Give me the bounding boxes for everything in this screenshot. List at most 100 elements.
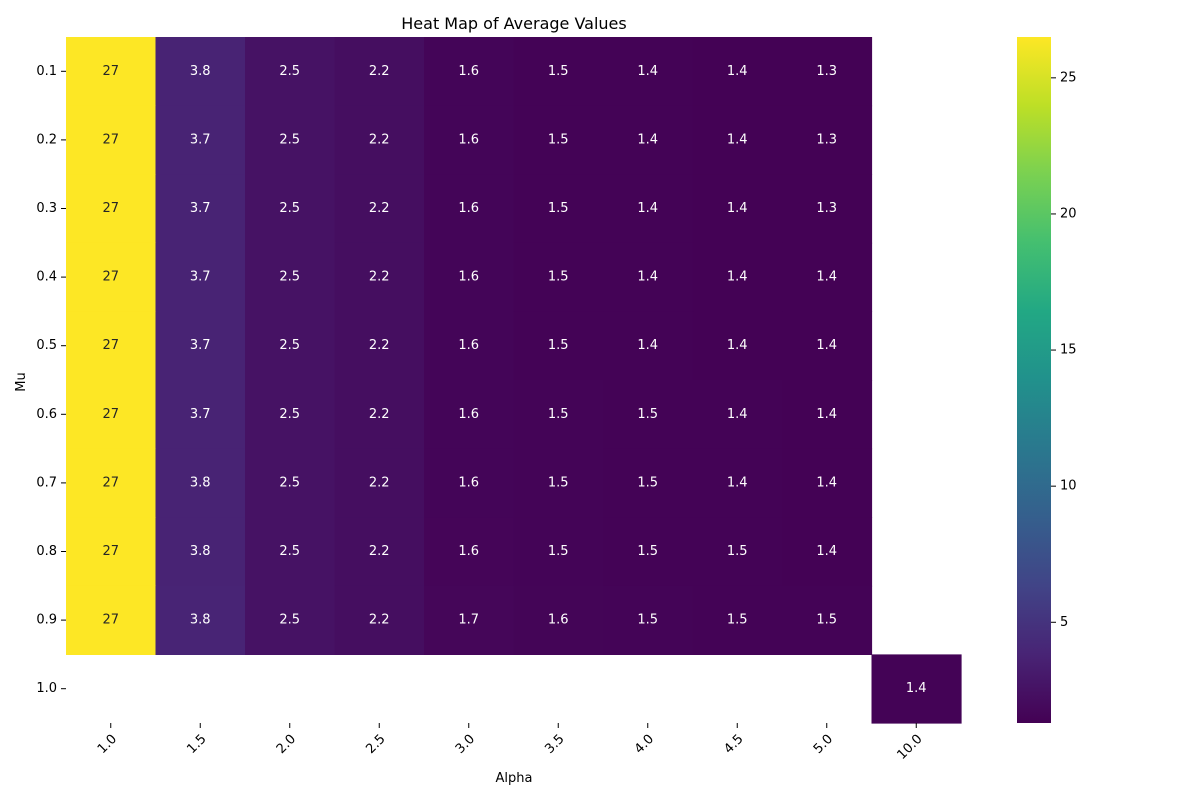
heatmap-cell <box>782 585 873 655</box>
heatmap-cell <box>692 517 783 587</box>
heatmap-cell <box>334 242 425 312</box>
y-axis-label: Mu <box>14 372 29 391</box>
colorbar-tick-label: 10 <box>1060 479 1077 494</box>
cell-value-label: 1.5 <box>548 201 569 216</box>
cell-value-label: 1.5 <box>548 64 569 79</box>
cell-value-label: 1.4 <box>637 201 658 216</box>
cell-value-label: 1.5 <box>548 270 569 285</box>
cell-value-label: 1.6 <box>458 475 479 490</box>
heatmap-cell <box>155 448 246 518</box>
heatmap-cell <box>245 311 336 381</box>
heatmap-cell <box>155 174 246 244</box>
x-axis-label: Alpha <box>496 771 533 786</box>
heatmap-cell <box>245 448 336 518</box>
cell-value-label: 1.5 <box>637 475 658 490</box>
cell-value-label: 2.2 <box>369 407 390 422</box>
heatmap-cell <box>692 380 783 450</box>
heatmap-cell <box>513 311 604 381</box>
cell-value-label: 3.7 <box>190 270 211 285</box>
heatmap-cell <box>871 654 962 724</box>
x-tick-label: 1.5 <box>184 732 209 757</box>
heatmap-cell <box>66 37 157 107</box>
cell-value-label: 2.5 <box>279 613 300 628</box>
x-tick-label: 2.5 <box>363 732 388 757</box>
heatmap-cell <box>603 585 694 655</box>
colorbar-ticks: 5 10 15 20 25 <box>1051 70 1077 630</box>
heatmap-cell <box>334 448 425 518</box>
heatmap-cell <box>603 448 694 518</box>
heatmap-cell <box>155 380 246 450</box>
heatmap-cell <box>424 242 515 312</box>
x-tick-label: 2.0 <box>274 732 299 757</box>
colorbar-tick-label: 15 <box>1060 343 1077 358</box>
cell-value-label: 1.3 <box>816 64 837 79</box>
y-tick-label: 0.9 <box>36 613 57 628</box>
heatmap-cell <box>245 585 336 655</box>
cell-value-label: 1.4 <box>637 132 658 147</box>
heatmap-cell <box>424 585 515 655</box>
heatmap-cell <box>66 517 157 587</box>
cell-value-label: 1.6 <box>458 270 479 285</box>
cell-value-label: 1.5 <box>637 613 658 628</box>
cell-value-label: 1.3 <box>816 132 837 147</box>
cell-value-label: 2.5 <box>279 475 300 490</box>
heatmap-cell <box>334 174 425 244</box>
y-tick-label: 0.8 <box>36 544 57 559</box>
cell-value-label: 2.2 <box>369 201 390 216</box>
heatmap-cell <box>782 311 873 381</box>
cell-value-label: 2.2 <box>369 613 390 628</box>
colorbar-gradient <box>1017 37 1051 723</box>
cell-value-label: 1.5 <box>548 544 569 559</box>
cell-value-label: 27 <box>102 475 119 490</box>
heatmap-cell <box>334 37 425 107</box>
cell-value-label: 27 <box>102 270 119 285</box>
cell-value-label: 1.4 <box>637 338 658 353</box>
cell-value-label: 1.5 <box>548 338 569 353</box>
heatmap-cell <box>782 105 873 175</box>
cell-value-label: 2.2 <box>369 475 390 490</box>
heatmap-cell <box>692 585 783 655</box>
cell-value-label: 1.4 <box>727 201 748 216</box>
heatmap-cell <box>155 517 246 587</box>
cell-value-label: 1.5 <box>727 544 748 559</box>
heatmap-cell <box>334 380 425 450</box>
x-tick-label: 10.0 <box>894 732 925 763</box>
heatmap-cell <box>603 380 694 450</box>
heatmap-cell <box>782 37 873 107</box>
cell-value-label: 1.4 <box>727 338 748 353</box>
heatmap-cells: 27 3.8 2.5 2.2 1.6 1.5 1.4 1.4 1.3 27 3.7 2.5 2.2 1.6… <box>66 37 962 724</box>
heatmap-cell <box>603 517 694 587</box>
cell-value-label: 1.4 <box>727 270 748 285</box>
heatmap-cell <box>66 448 157 518</box>
cell-value-label: 27 <box>102 132 119 147</box>
cell-value-label: 1.4 <box>816 544 837 559</box>
heatmap-cell <box>66 105 157 175</box>
heatmap-cell <box>782 174 873 244</box>
heatmap-cell <box>782 380 873 450</box>
x-tick-label: 4.0 <box>632 732 657 757</box>
cell-value-label: 27 <box>102 544 119 559</box>
cell-value-label: 2.5 <box>279 544 300 559</box>
heatmap-cell <box>782 242 873 312</box>
cell-value-label: 2.5 <box>279 407 300 422</box>
colorbar-tick-label: 5 <box>1060 615 1068 630</box>
heatmap-cell <box>424 380 515 450</box>
heatmap-cell <box>513 585 604 655</box>
cell-value-label: 27 <box>102 201 119 216</box>
heatmap-cell <box>424 517 515 587</box>
heatmap-cell <box>782 448 873 518</box>
y-axis-ticks: 0.1 0.2 0.3 0.4 0.5 0.6 0.7 0.8 0.9 1.0 <box>36 64 66 696</box>
x-tick-label: 4.5 <box>721 732 746 757</box>
cell-value-label: 1.4 <box>727 407 748 422</box>
heatmap-cell <box>245 37 336 107</box>
heatmap-cell <box>334 585 425 655</box>
heatmap-cell <box>692 311 783 381</box>
heatmap-cell <box>66 585 157 655</box>
heatmap-cell <box>66 242 157 312</box>
chart-title: Heat Map of Average Values <box>401 14 626 33</box>
y-tick-label: 0.4 <box>36 270 57 285</box>
cell-value-label: 3.8 <box>190 613 211 628</box>
cell-value-label: 1.7 <box>458 613 479 628</box>
colorbar-tick-label: 25 <box>1060 70 1077 85</box>
